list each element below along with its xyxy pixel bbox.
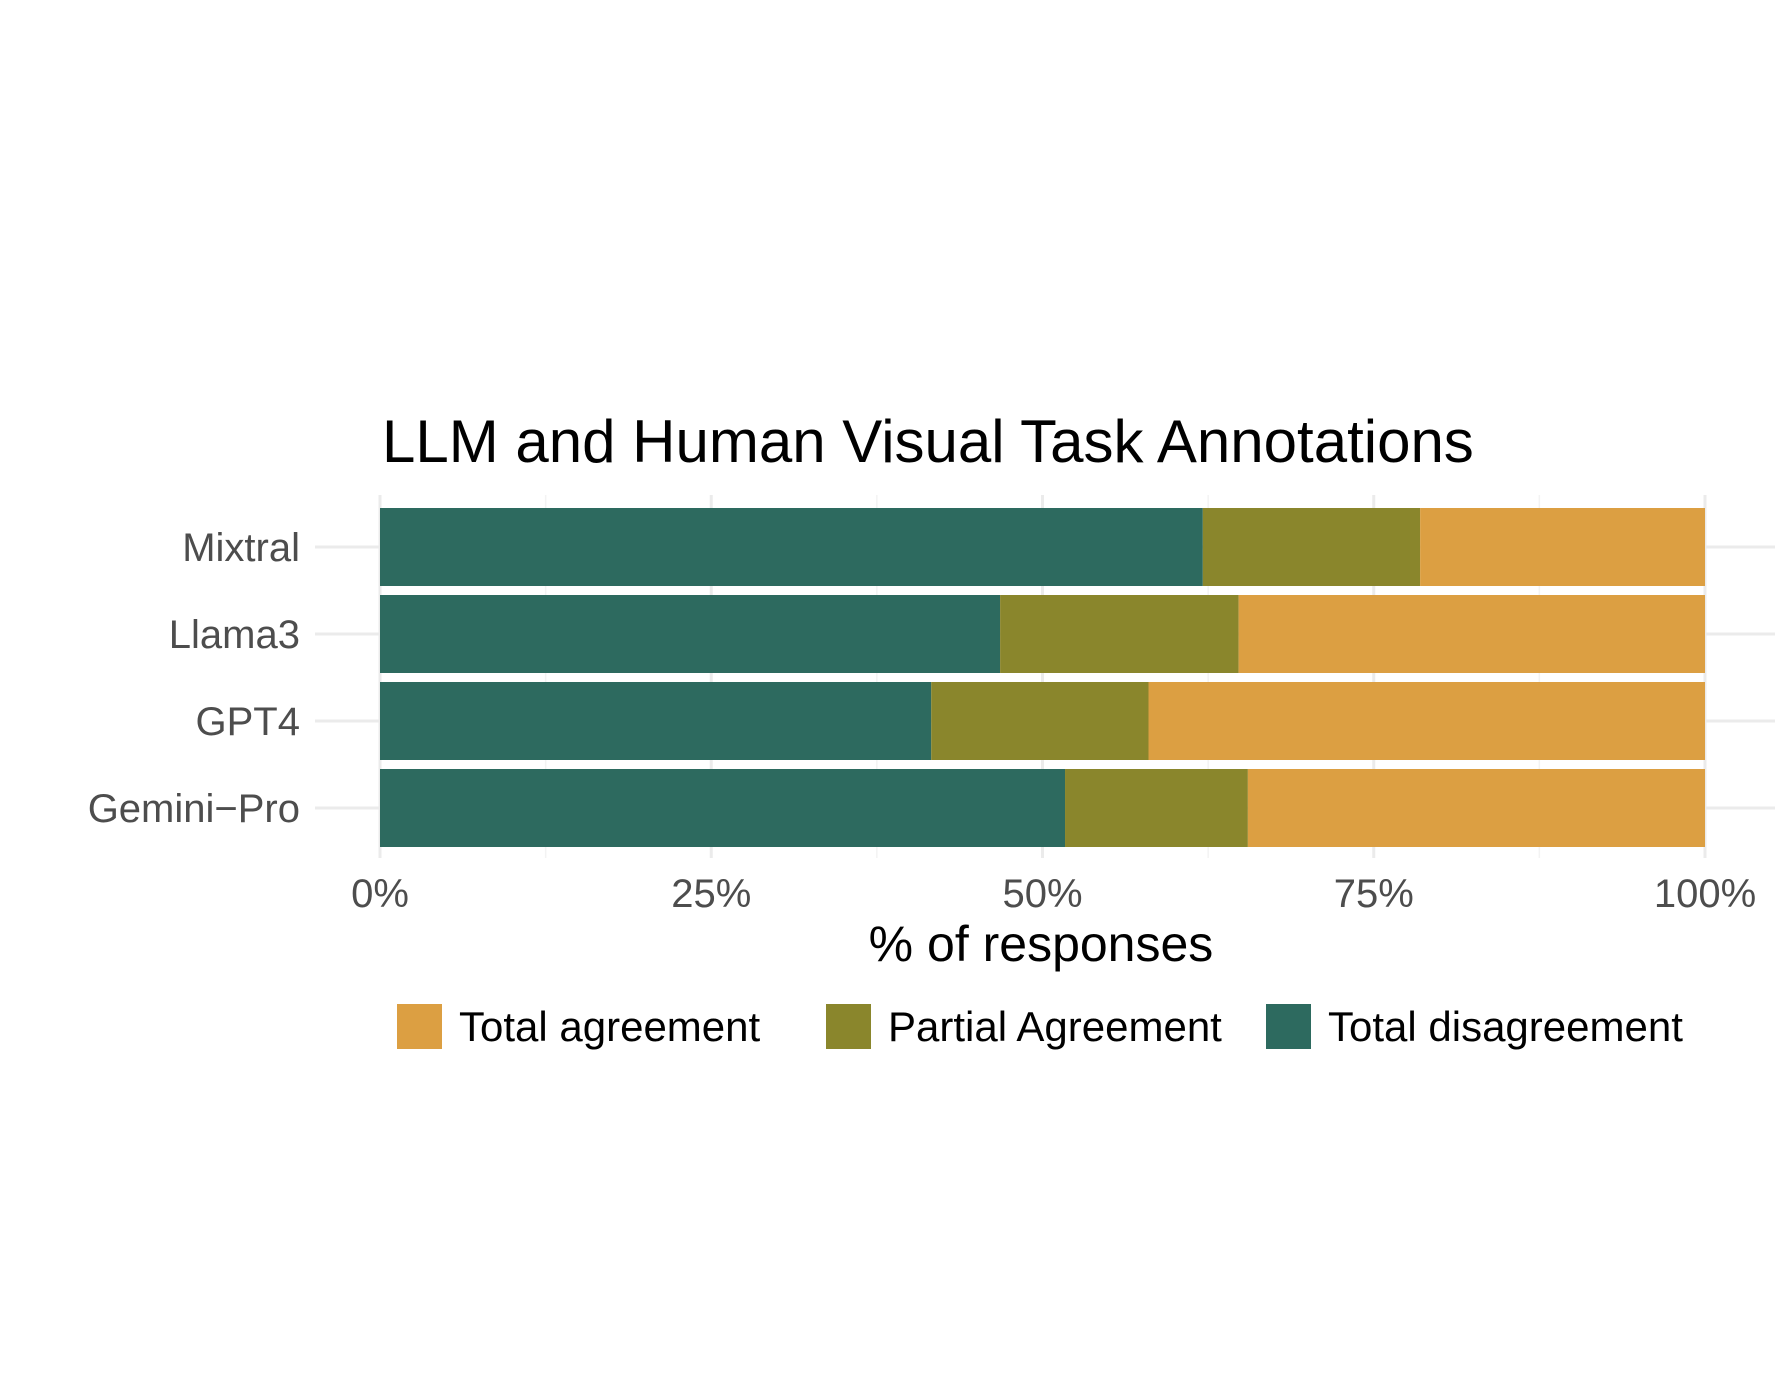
legend-swatch <box>826 1004 871 1049</box>
bar-segment-partial-agreement <box>931 682 1149 760</box>
bar-segment-total-disagreement <box>380 769 1066 847</box>
bar-segment-total-agreement <box>1247 769 1705 847</box>
x-tick-label: 75% <box>1334 872 1414 916</box>
x-tick-label: 25% <box>671 872 751 916</box>
legend-swatch <box>1266 1004 1311 1049</box>
legend-label: Total disagreement <box>1328 1003 1683 1050</box>
x-tick-label: 50% <box>1002 872 1082 916</box>
bar-segment-partial-agreement <box>1202 508 1421 586</box>
legend-swatch <box>397 1004 442 1049</box>
y-tick-label: GPT4 <box>196 700 300 744</box>
x-tick-label: 0% <box>351 872 409 916</box>
bar-segment-total-disagreement <box>380 595 1001 673</box>
x-axis-label: % of responses <box>869 916 1214 972</box>
bar-segment-total-disagreement <box>380 682 932 760</box>
legend-label: Partial Agreement <box>888 1003 1222 1050</box>
bars <box>380 508 1705 847</box>
legend-label: Total agreement <box>459 1003 761 1050</box>
bar-segment-partial-agreement <box>1000 595 1239 673</box>
bar-segment-total-agreement <box>1238 595 1705 673</box>
legend: Total agreement Partial Agreement Total di… <box>397 1003 1683 1050</box>
y-tick-label: Llama3 <box>169 613 300 657</box>
x-tick-label: 100% <box>1654 872 1756 916</box>
y-tick-label: Gemini−Pro <box>88 787 300 831</box>
y-tick-label: Mixtral <box>182 526 300 570</box>
chart-title: LLM and Human Visual Task Annotations <box>382 408 1474 475</box>
bar-segment-partial-agreement <box>1065 769 1248 847</box>
bar-segment-total-agreement <box>1420 508 1705 586</box>
y-axis-tick-labels: Mixtral Llama3 GPT4 Gemini−Pro <box>88 526 300 831</box>
bar-segment-total-agreement <box>1148 682 1705 760</box>
bar-segment-total-disagreement <box>380 508 1203 586</box>
x-axis-tick-labels: 0% 25% 50% 75% 100% <box>351 872 1756 916</box>
